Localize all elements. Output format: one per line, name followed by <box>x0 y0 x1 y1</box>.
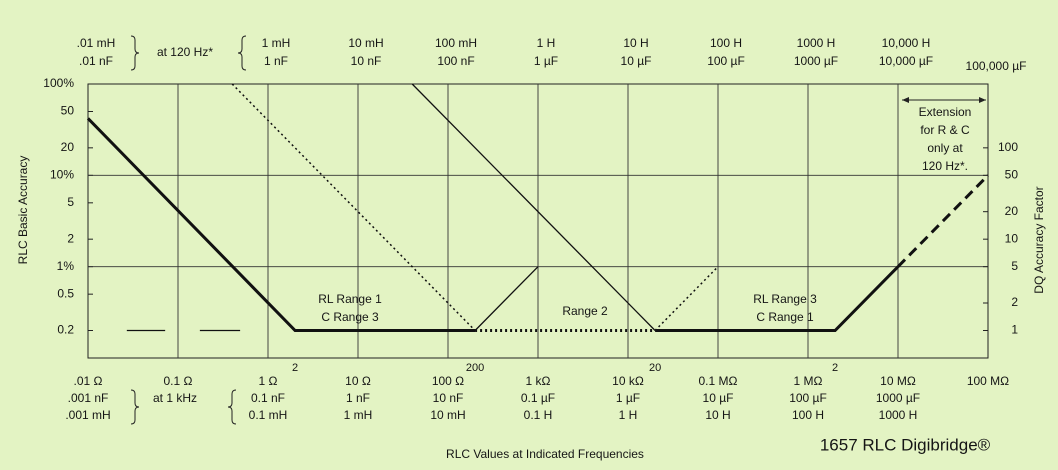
top-tick-label: 10 mH <box>348 36 383 50</box>
x-tick-label: 1 MΩ <box>794 374 823 388</box>
top-tick-label: 1 nF <box>264 54 288 68</box>
top-tick-label: 10 nF <box>351 54 382 68</box>
y2-axis-label: DQ Accuracy Factor <box>1032 186 1046 293</box>
x-tick-label: 1 mH <box>344 408 373 422</box>
top-tick-label: 1 mH <box>262 36 291 50</box>
top-tick-label: 1000 µF <box>794 54 838 68</box>
y-tick-label: 10% <box>50 168 74 182</box>
x-tick-label: .001 nF <box>68 391 109 405</box>
x-tick-label: 1 kΩ <box>526 374 551 388</box>
x-tick-label: 10 Ω <box>345 374 371 388</box>
top-tick-label: 100 mH <box>435 36 477 50</box>
x-tick-label: 10 H <box>705 408 730 422</box>
brace <box>227 389 237 425</box>
y2-tick-label: 50 <box>1005 168 1019 182</box>
x-axis-label: RLC Values at Indicated Frequencies <box>446 447 644 461</box>
x-tick-label: 1 µF <box>616 391 640 405</box>
x-tick-label: 100 µF <box>789 391 827 405</box>
accuracy-line <box>896 174 990 268</box>
top-tick-label: 1 µF <box>534 54 558 68</box>
x-tick-label: 10 MΩ <box>880 374 916 388</box>
y-tick-label: 50 <box>61 104 75 118</box>
x-tick-label: 1 nF <box>346 391 370 405</box>
top-tick-label: 1000 H <box>797 36 836 50</box>
top-note: at 120 Hz* <box>157 45 213 59</box>
x-tick-label: 10 kΩ <box>612 374 644 388</box>
y-tick-label: 1% <box>57 259 75 273</box>
x-tick-label: 0.1 mH <box>249 408 288 422</box>
x-tick-label: 1 Ω <box>259 374 278 388</box>
top-tick-label: 100 µF <box>707 54 745 68</box>
minor-tick-label: 2 <box>292 362 298 374</box>
top-tick-label: 1 H <box>537 36 556 50</box>
x-tick-label: 1000 µF <box>876 391 920 405</box>
top-tick-label: 100 H <box>710 36 742 50</box>
x-tick-label: 100 MΩ <box>967 374 1009 388</box>
top-tick-label: 10 µF <box>621 54 652 68</box>
bottom-note: at 1 kHz <box>153 391 197 405</box>
accuracy-line <box>654 266 719 332</box>
top-tick-label: 100,000 µF <box>966 59 1027 73</box>
top-tick-label: 10,000 H <box>882 36 931 50</box>
y-tick-label: 0.5 <box>57 286 74 300</box>
accuracy-line <box>411 83 656 331</box>
y-tick-label: 2 <box>67 231 74 245</box>
annotation: RL Range 1 <box>318 292 382 306</box>
top-tick-label: 100 nF <box>437 54 474 68</box>
top-tick-label: 10 H <box>623 36 648 50</box>
y-tick-label: 20 <box>61 140 75 154</box>
x-tick-label: 0.1 nF <box>251 391 285 405</box>
accuracy-line <box>86 117 476 333</box>
top-tick-label: 10,000 µF <box>879 54 933 68</box>
x-tick-label: 10 mH <box>430 408 465 422</box>
x-tick-label: 0.1 Ω <box>164 374 193 388</box>
accuracy-line <box>655 265 900 333</box>
annotation: C Range 1 <box>756 310 814 324</box>
x-tick-label: 0.1 µF <box>521 391 555 405</box>
minor-tick-label: 20 <box>649 362 661 374</box>
x-tick-label: 10 nF <box>433 391 464 405</box>
x-tick-label: 100 H <box>792 408 824 422</box>
x-tick-label: 10 µF <box>703 391 734 405</box>
y2-tick-label: 2 <box>1011 295 1018 309</box>
y-tick-label: 5 <box>67 195 74 209</box>
annotation: for R & C <box>920 123 970 137</box>
top-tick-label: .01 mH <box>77 36 116 50</box>
top-tick-label: .01 nF <box>79 54 113 68</box>
y2-tick-label: 5 <box>1011 259 1018 273</box>
y-axis-label: RLC Basic Accuracy <box>16 156 30 265</box>
y-tick-label: 100% <box>43 76 74 90</box>
annotation: 120 Hz*. <box>922 159 968 173</box>
annotation: Range 2 <box>562 304 608 318</box>
minor-tick-label: 2 <box>832 362 838 374</box>
brace <box>130 389 140 425</box>
x-tick-label: 0.1 MΩ <box>699 374 738 388</box>
y-tick-label: 0.2 <box>57 323 74 337</box>
x-tick-label: 0.1 H <box>524 408 553 422</box>
x-tick-label: .01 Ω <box>74 374 103 388</box>
brace <box>237 35 247 71</box>
chart-title: 1657 RLC Digibridge® <box>820 435 991 454</box>
annotation: C Range 3 <box>321 310 379 324</box>
minor-tick-label: 200 <box>466 362 484 374</box>
y2-tick-label: 10 <box>1005 231 1019 245</box>
x-tick-label: 1000 H <box>879 408 918 422</box>
y2-tick-label: 1 <box>1011 323 1018 337</box>
annotation: only at <box>927 141 963 155</box>
x-tick-label: 100 Ω <box>432 374 464 388</box>
x-tick-label: 1 H <box>619 408 638 422</box>
y2-tick-label: 100 <box>998 140 1018 154</box>
brace <box>130 35 140 71</box>
x-tick-label: .001 mH <box>65 408 110 422</box>
accuracy-line <box>474 266 539 331</box>
annotation: Extension <box>919 105 972 119</box>
annotation: RL Range 3 <box>753 292 817 306</box>
y2-tick-label: 20 <box>1005 204 1019 218</box>
